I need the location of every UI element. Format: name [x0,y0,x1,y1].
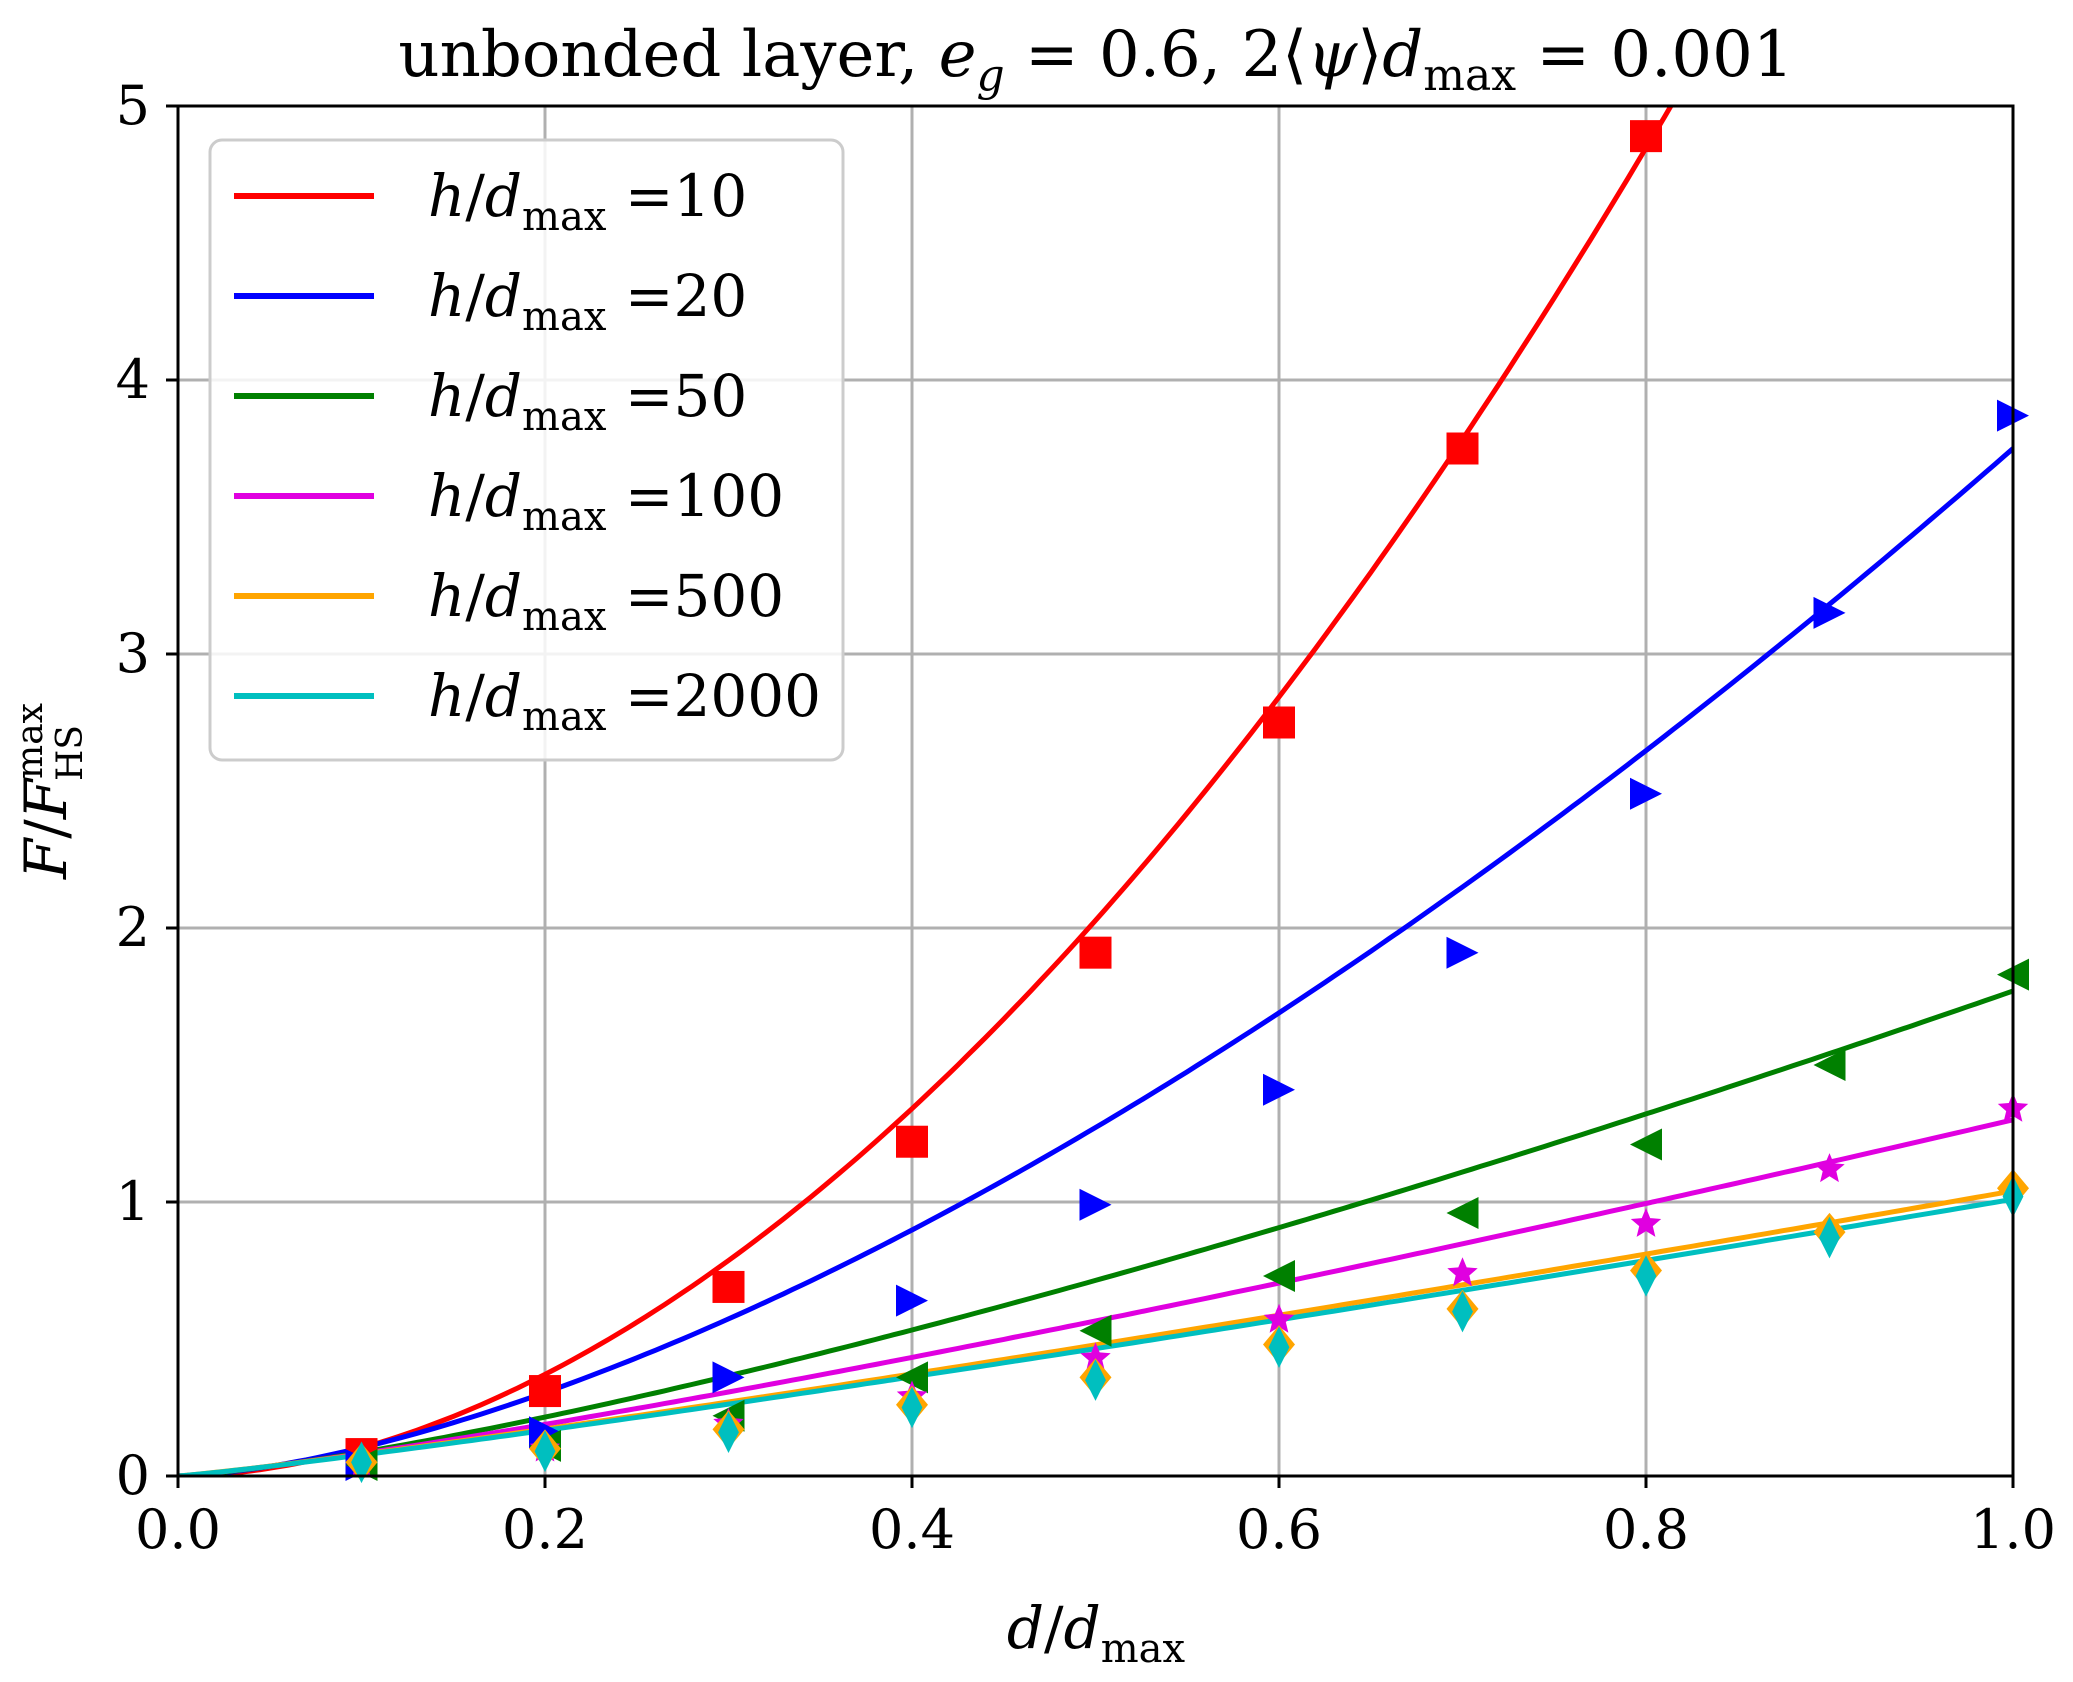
data-point-100 [1263,1303,1295,1333]
data-point-20 [1079,1188,1112,1221]
y-tick-label: 4 [116,348,150,411]
data-point-2000 [351,1441,372,1484]
data-point-10 [1446,432,1479,465]
y-tick-label: 1 [116,1170,150,1233]
data-point-2000 [1819,1216,1840,1259]
data-point-50 [1263,1260,1295,1292]
series-line-50 [178,988,2013,1476]
y-tick-label: 5 [116,74,150,137]
data-point-20 [1263,1073,1295,1106]
data-point-20 [896,1284,928,1317]
data-point-10 [712,1270,745,1303]
data-point-50 [1630,1128,1662,1161]
x-tick-label: 0.0 [135,1498,221,1561]
data-point-50 [1813,1049,1846,1081]
plot-frame [176,104,2015,1478]
data-point-20 [1630,777,1662,810]
x-tick-label: 0.2 [502,1498,588,1561]
x-tick-label: 0.8 [1603,1498,1689,1561]
data-point-2000 [1452,1290,1473,1333]
data-point-20 [1446,936,1479,969]
data-point-50 [1446,1197,1479,1229]
legend-label-2000: h/dmax =2000 [428,662,821,740]
data-point-20 [1813,596,1846,629]
chart-title: unbonded layer, eg = 0.6, 2⟨ψ⟩dmax = 0.0… [398,18,1793,101]
y-tick-label: 2 [116,896,150,959]
legend-label-20: h/dmax =20 [428,262,747,340]
data-point-100 [1080,1342,1111,1372]
data-point-100 [1630,1207,1662,1237]
series-line-100 [178,1117,2013,1476]
legend-label-50: h/dmax =50 [428,362,747,440]
data-point-2000 [1635,1255,1657,1297]
y-tick-label: 0 [116,1444,150,1507]
data-point-2000 [718,1411,739,1453]
data-point-50 [1079,1314,1112,1347]
data-point-100 [1447,1257,1478,1287]
y-axis-label: F/FmaxHS [10,703,91,880]
data-point-2000 [901,1386,923,1429]
legend: h/dmax =10 h/dmax =20 h/dmax =50 h/dmax =10… [208,138,845,762]
data-point-50 [896,1361,928,1394]
legend-label-500: h/dmax =500 [428,562,784,640]
data-point-10 [1079,936,1112,969]
data-point-2000 [534,1430,556,1473]
x-axis-label: d/dmax [1007,1594,1186,1672]
data-point-100 [1814,1153,1845,1183]
legend-label-10: h/dmax =10 [428,162,747,240]
x-tick-label: 0.4 [869,1498,955,1561]
data-point-10 [529,1375,561,1408]
x-tick-label: 0.6 [1236,1498,1322,1561]
data-point-10 [1630,120,1662,153]
data-point-2000 [1085,1359,1106,1401]
series-line-20 [178,446,2013,1476]
data-point-10 [896,1125,928,1158]
y-tick-label: 3 [116,622,150,685]
series-line-10 [178,106,1674,1476]
data-point-2000 [1268,1326,1290,1368]
x-tick-label: 1.0 [1970,1498,2056,1561]
data-point-20 [712,1361,745,1394]
legend-label-100: h/dmax =100 [428,462,784,540]
data-point-10 [1263,706,1295,739]
ticks: 0.0 0.2 0.4 0.6 0.8 1.0 0 1 2 3 4 5 [116,74,2056,1561]
